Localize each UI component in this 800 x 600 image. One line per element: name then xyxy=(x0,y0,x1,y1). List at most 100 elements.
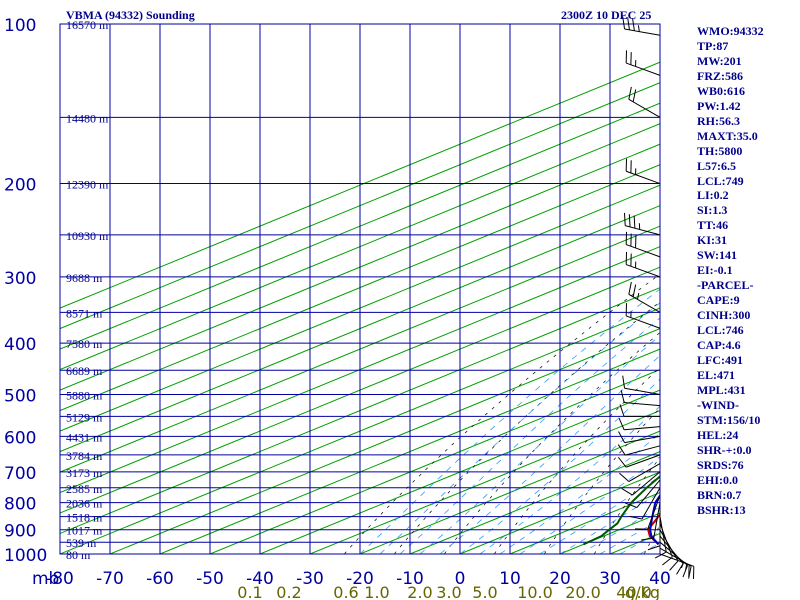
wind-barb-feather xyxy=(623,212,626,226)
isotherm-line xyxy=(259,389,660,554)
wind-barb-feather xyxy=(624,502,638,509)
wind-barb-staff xyxy=(628,98,661,118)
pressure-tick-label: 300 xyxy=(4,269,36,289)
mixing-ratio-label: 0.6 xyxy=(333,583,358,600)
temperature-tick-label: 40 xyxy=(649,569,671,589)
temperature-line xyxy=(647,513,660,546)
temperature-tick-label: -40 xyxy=(246,569,274,589)
isotherm-line xyxy=(60,184,660,432)
index-line: TH:5800 xyxy=(697,143,743,158)
isotherm-line xyxy=(60,82,660,330)
wind-barb-feather xyxy=(637,25,640,32)
index-line: EI:-0.1 xyxy=(697,263,733,278)
wind-barb-staff xyxy=(624,387,661,395)
isotherm-line xyxy=(60,266,660,514)
pressure-tick-label: 700 xyxy=(4,464,36,484)
index-line: -WIND- xyxy=(697,397,739,412)
index-line: BRN:0.7 xyxy=(697,487,742,502)
index-line: SW:141 xyxy=(697,248,738,263)
moist-adiabat xyxy=(559,492,660,554)
height-label: 2036 m xyxy=(66,497,103,511)
wind-barb-staff xyxy=(641,487,661,520)
isotherm-line xyxy=(209,369,660,554)
isotherm-line xyxy=(60,102,660,350)
wind-barb-feather xyxy=(632,18,635,31)
plot-area xyxy=(60,24,660,554)
index-line: EL:471 xyxy=(697,367,736,382)
wind-barb-feather xyxy=(662,556,673,566)
index-line: -PARCEL- xyxy=(697,278,754,293)
wind-barb xyxy=(625,303,661,329)
wind-barb-feather xyxy=(622,375,626,389)
wind-barb-staff xyxy=(626,62,661,76)
dewpoint-line xyxy=(583,475,660,546)
index-line: EHI:0.0 xyxy=(697,472,739,487)
wind-barb-staff xyxy=(628,463,661,482)
index-line: SHR-+:0.0 xyxy=(697,442,752,457)
wind-barb xyxy=(619,404,660,417)
wind-barb-feather xyxy=(619,472,630,482)
wind-barb xyxy=(621,471,661,496)
index-line: L57:6.5 xyxy=(697,158,736,173)
wind-barb-staff xyxy=(626,454,661,468)
index-line: MW:201 xyxy=(697,53,742,68)
wind-barb xyxy=(625,50,661,76)
wind-barb-feather xyxy=(632,284,637,297)
mixing-ratio-unit: g/kg xyxy=(625,583,660,600)
wind-barb-feather xyxy=(676,563,684,575)
pressure-tick-label: 900 xyxy=(4,522,36,542)
isotherm-line xyxy=(60,307,660,554)
mixing-ratio-label: 1.0 xyxy=(364,583,389,600)
wind-barb-feather xyxy=(628,86,632,100)
mixing-ratio-label: 3.0 xyxy=(436,583,461,600)
height-label: 1017 m xyxy=(66,524,103,538)
wind-barb xyxy=(624,479,661,509)
index-line: TT:46 xyxy=(697,218,729,233)
wind-barb-staff xyxy=(636,479,661,508)
isotherm-line xyxy=(60,225,660,473)
wind-barb-feather xyxy=(636,293,640,300)
wind-barb-feather xyxy=(647,545,661,551)
wind-barb-feather xyxy=(620,390,625,403)
height-label: 14480 m xyxy=(66,111,109,125)
wind-barb-staff xyxy=(659,516,667,553)
mixing-ratio-label: 5.0 xyxy=(472,583,497,600)
temperature-tick-label: -50 xyxy=(196,569,224,589)
pressure-tick-label: 400 xyxy=(4,335,36,355)
moist-adiabat xyxy=(419,334,660,554)
pressure-tick-label: 100 xyxy=(4,16,36,36)
isotherm-line xyxy=(309,410,660,554)
indices-panel: WMO:94332 TP:87 MW:201 FRZ:586 WB0:616 PW:1.4… xyxy=(697,24,800,517)
height-label: 2585 m xyxy=(66,482,103,496)
wind-barb-staff xyxy=(632,471,661,496)
isotherm-line xyxy=(60,61,660,309)
wind-barb xyxy=(625,231,661,258)
wind-barb xyxy=(628,281,661,313)
index-line: MAXT:35.0 xyxy=(697,128,758,143)
wind-barb xyxy=(622,16,661,36)
pressure-tick-label: 500 xyxy=(4,386,36,406)
temperature-tick-label: -30 xyxy=(296,569,324,589)
height-label: 80 m xyxy=(66,548,91,562)
wind-barb-staff xyxy=(647,495,661,530)
height-label: 5880 m xyxy=(66,388,103,402)
index-line: LI:0.2 xyxy=(697,188,729,203)
wind-barb xyxy=(628,86,661,118)
wind-barb-feather xyxy=(621,487,633,496)
temperature-tick-label: -60 xyxy=(146,569,174,589)
isotherm-line xyxy=(60,143,660,391)
mixing-ratio-label: 40.0 xyxy=(616,583,652,600)
index-line: SI:1.3 xyxy=(697,203,728,218)
height-label: 12390 m xyxy=(66,178,109,192)
mixing-ratio-label: 0.2 xyxy=(276,583,301,600)
wind-barb xyxy=(617,444,661,456)
pressure-tick-label: 200 xyxy=(4,176,36,196)
temperature-tick-label: -80 xyxy=(46,569,74,589)
index-line: LFC:491 xyxy=(697,352,743,367)
wind-barb-staff xyxy=(626,170,661,185)
height-label: 1518 m xyxy=(66,511,103,525)
temperature-tick-label: -20 xyxy=(346,569,374,589)
wind-barb xyxy=(647,509,661,551)
mixing-ratio-label: 2.0 xyxy=(407,583,432,600)
temperature-tick-label: 10 xyxy=(499,569,521,589)
